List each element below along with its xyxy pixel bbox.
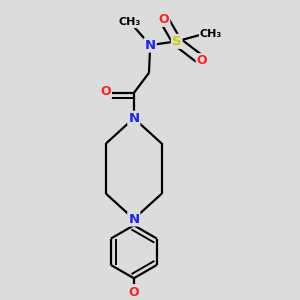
Text: O: O — [100, 85, 111, 98]
Text: S: S — [172, 35, 182, 48]
Text: CH₃: CH₃ — [200, 29, 222, 39]
Text: O: O — [159, 13, 170, 26]
Text: N: N — [128, 112, 140, 125]
Text: O: O — [196, 54, 207, 67]
Text: O: O — [128, 286, 139, 298]
Text: CH₃: CH₃ — [119, 17, 141, 27]
Text: N: N — [128, 212, 140, 226]
Text: N: N — [145, 39, 156, 52]
